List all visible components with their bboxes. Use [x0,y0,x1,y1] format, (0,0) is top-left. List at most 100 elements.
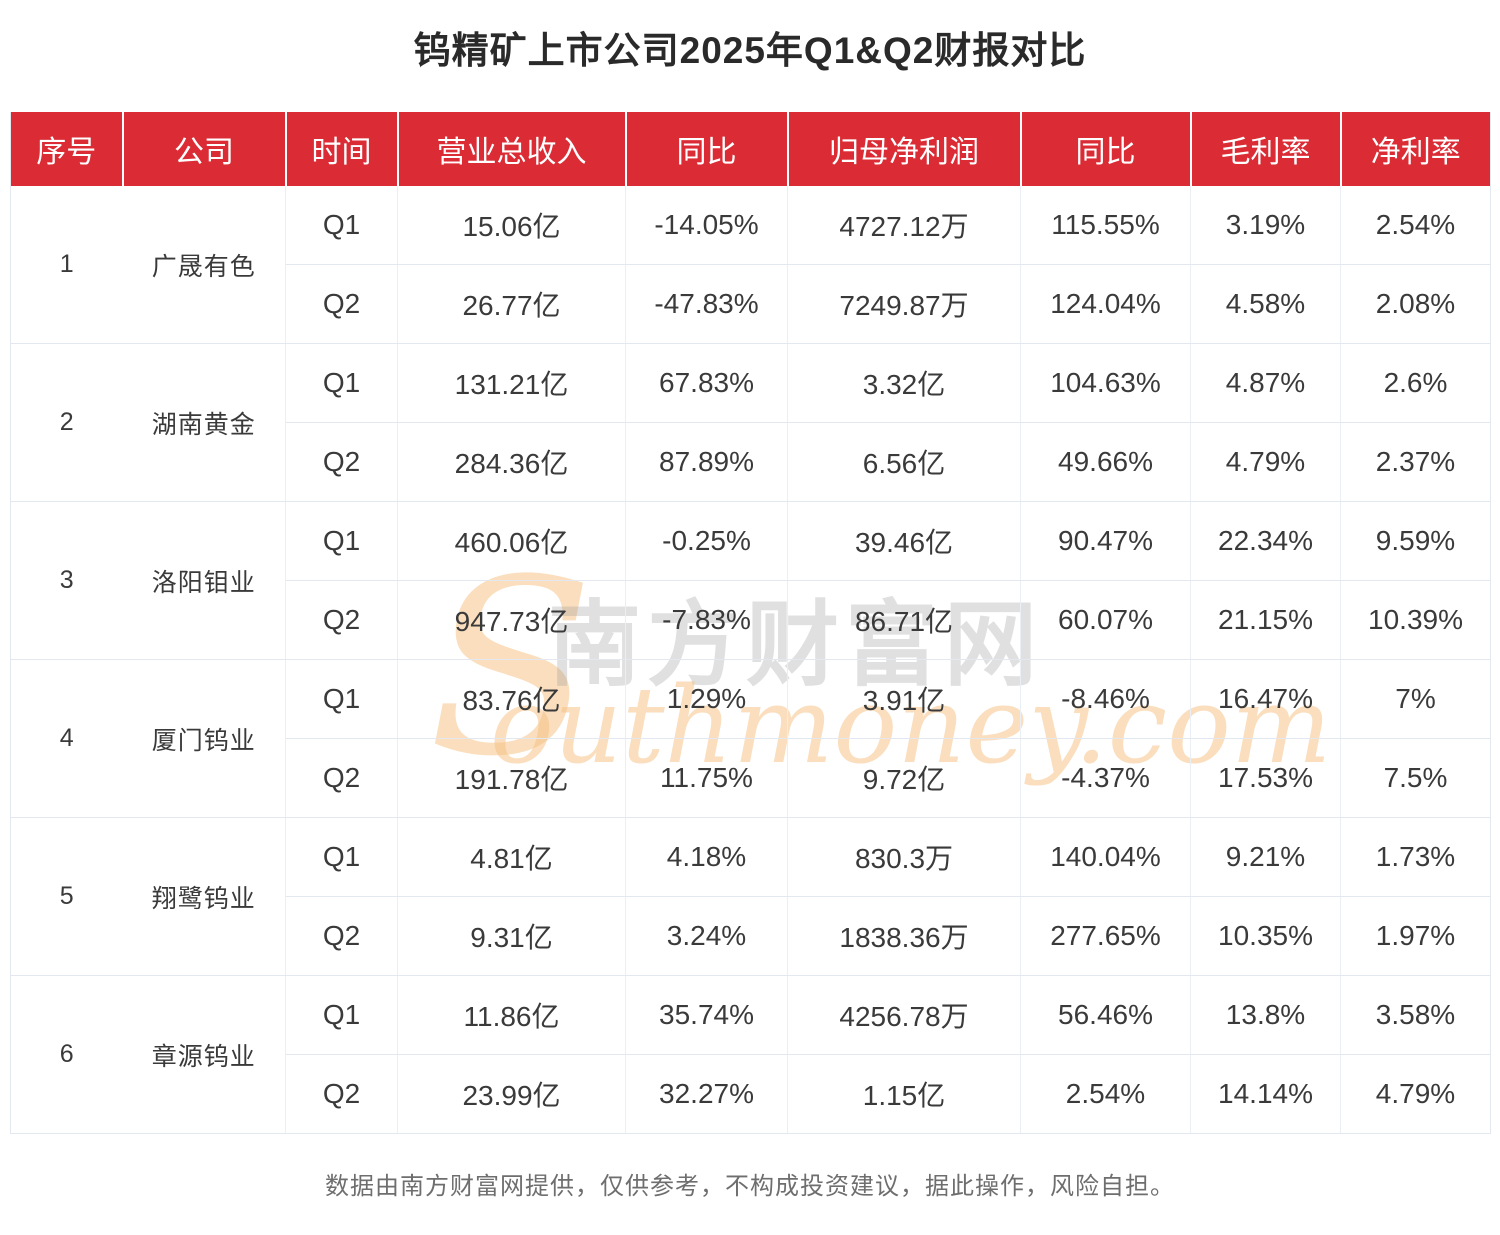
table-row: Q2 284.36亿 87.89% 6.56亿 49.66% 4.79% 2.3… [11,422,1491,503]
column-header-gross-margin: 毛利率 [1190,112,1342,187]
column-header-company: 公司 [122,112,287,187]
revenue-cell: 83.76亿 [397,659,626,740]
period-cell: Q2 [285,1054,398,1135]
profit-yoy-cell: -8.46% [1020,659,1191,740]
row-index: 6 [10,975,123,1135]
revenue-cell: 460.06亿 [397,501,626,582]
profit-yoy-cell: 49.66% [1020,422,1191,503]
row-index: 3 [10,501,123,661]
financial-table: 序号 公司 时间 营业总收入 同比 归母净利润 同比 毛利率 净利率 1 广晟有… [10,112,1491,1135]
profit-yoy-cell: 115.55% [1020,186,1191,266]
revenue-yoy-cell: 32.27% [625,1054,788,1135]
net-margin-cell: 7.5% [1340,738,1491,819]
profit-yoy-cell: 60.07% [1020,580,1191,661]
net-margin-cell: 1.97% [1340,896,1491,977]
revenue-yoy-cell: 67.83% [625,343,788,424]
net-margin-cell: 3.58% [1340,975,1491,1056]
revenue-cell: 131.21亿 [397,343,626,424]
row-index: 1 [10,186,123,345]
column-header-profit-yoy: 同比 [1020,112,1192,187]
net-profit-cell: 4256.78万 [787,975,1021,1056]
net-margin-cell: 2.6% [1340,343,1491,424]
gross-margin-cell: 21.15% [1190,580,1341,661]
column-header-revenue-yoy: 同比 [625,112,789,187]
net-margin-cell: 1.73% [1340,817,1491,898]
gross-margin-cell: 17.53% [1190,738,1341,819]
revenue-yoy-cell: -47.83% [625,264,788,345]
page-title: 钨精矿上市公司2025年Q1&Q2财报对比 [413,30,1087,71]
profit-yoy-cell: -4.37% [1020,738,1191,819]
net-profit-cell: 830.3万 [787,817,1021,898]
table-row: Q2 947.73亿 -7.83% 86.71亿 60.07% 21.15% 1… [11,580,1491,661]
net-profit-cell: 86.71亿 [787,580,1021,661]
revenue-cell: 284.36亿 [397,422,626,503]
gross-margin-cell: 14.14% [1190,1054,1341,1135]
revenue-yoy-cell: 35.74% [625,975,788,1056]
table-row: 6 章源钨业 Q1 11.86亿 35.74% 4256.78万 56.46% … [10,975,1491,1135]
revenue-cell: 15.06亿 [397,186,626,266]
net-margin-cell: 7% [1340,659,1491,740]
revenue-cell: 4.81亿 [397,817,626,898]
revenue-cell: 191.78亿 [397,738,626,819]
row-index: 5 [10,817,123,977]
profit-yoy-cell: 277.65% [1020,896,1191,977]
net-profit-cell: 3.91亿 [787,659,1021,740]
column-header-period: 时间 [285,112,399,187]
row-index: 2 [10,343,123,503]
period-cell: Q2 [285,422,398,503]
table-row: 3 洛阳钼业 Q1 460.06亿 -0.25% 39.46亿 90.47% 2… [10,501,1491,661]
gross-margin-cell: 4.58% [1190,264,1341,345]
net-margin-cell: 2.08% [1340,264,1491,345]
net-profit-cell: 1.15亿 [787,1054,1021,1135]
gross-margin-cell: 3.19% [1190,186,1341,266]
table-row: 2 湖南黄金 Q1 131.21亿 67.83% 3.32亿 104.63% 4… [10,343,1491,503]
table-row: Q2 23.99亿 32.27% 1.15亿 2.54% 14.14% 4.79… [11,1054,1491,1135]
row-index: 4 [10,659,123,819]
revenue-yoy-cell: -14.05% [625,186,788,266]
period-cell: Q2 [285,264,398,345]
table-row: 1 广晟有色 Q1 15.06亿 -14.05% 4727.12万 115.55… [10,186,1491,345]
net-profit-cell: 6.56亿 [787,422,1021,503]
revenue-cell: 23.99亿 [397,1054,626,1135]
gross-margin-cell: 4.87% [1190,343,1341,424]
profit-yoy-cell: 140.04% [1020,817,1191,898]
gross-margin-cell: 9.21% [1190,817,1341,898]
gross-margin-cell: 16.47% [1190,659,1341,740]
period-cell: Q1 [285,817,398,898]
net-profit-cell: 4727.12万 [787,186,1021,266]
revenue-yoy-cell: 4.18% [625,817,788,898]
profit-yoy-cell: 2.54% [1020,1054,1191,1135]
profit-yoy-cell: 90.47% [1020,501,1191,582]
table-header-row: 序号 公司 时间 营业总收入 同比 归母净利润 同比 毛利率 净利率 [10,112,1491,187]
period-cell: Q2 [285,896,398,977]
period-cell: Q1 [285,659,398,740]
disclaimer-text: 数据由南方财富网提供，仅供参考，不构成投资建议，据此操作，风险自担。 [325,1173,1175,1201]
table-row: Q2 191.78亿 11.75% 9.72亿 -4.37% 17.53% 7.… [11,738,1491,819]
table-row: Q2 9.31亿 3.24% 1838.36万 277.65% 10.35% 1… [11,896,1491,977]
column-header-index: 序号 [10,112,124,187]
gross-margin-cell: 10.35% [1190,896,1341,977]
company-name: 湖南黄金 [122,343,286,503]
table-body: 1 广晟有色 Q1 15.06亿 -14.05% 4727.12万 115.55… [10,186,1491,1135]
revenue-cell: 26.77亿 [397,264,626,345]
revenue-yoy-cell: 3.24% [625,896,788,977]
net-margin-cell: 10.39% [1340,580,1491,661]
gross-margin-cell: 22.34% [1190,501,1341,582]
company-name: 洛阳钼业 [122,501,286,661]
period-cell: Q2 [285,738,398,819]
column-header-net-margin: 净利率 [1340,112,1491,187]
revenue-yoy-cell: -0.25% [625,501,788,582]
revenue-yoy-cell: 1.29% [625,659,788,740]
revenue-cell: 947.73亿 [397,580,626,661]
revenue-yoy-cell: 11.75% [625,738,788,819]
net-margin-cell: 2.54% [1340,186,1491,266]
gross-margin-cell: 4.79% [1190,422,1341,503]
table-wrap: 序号 公司 时间 营业总收入 同比 归母净利润 同比 毛利率 净利率 1 广晟有… [10,112,1491,1135]
table-row: 5 翔鹭钨业 Q1 4.81亿 4.18% 830.3万 140.04% 9.2… [10,817,1491,977]
period-cell: Q1 [285,975,398,1056]
company-name: 广晟有色 [122,186,286,345]
profit-yoy-cell: 104.63% [1020,343,1191,424]
company-name: 翔鹭钨业 [122,817,286,977]
net-profit-cell: 39.46亿 [787,501,1021,582]
